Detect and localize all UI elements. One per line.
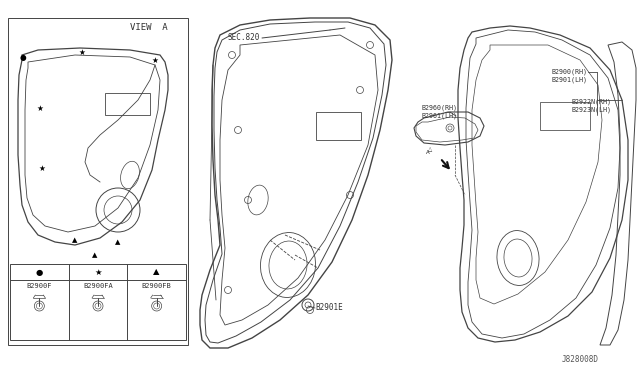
Text: ●: ● [20, 52, 26, 61]
Text: ▲: ▲ [115, 239, 121, 245]
Text: ★: ★ [38, 164, 45, 173]
Bar [316, 112, 361, 140]
Text: ★: ★ [36, 103, 44, 112]
Bar [10, 264, 186, 340]
Text: B2923N(LH): B2923N(LH) [572, 107, 612, 113]
Text: ●: ● [36, 267, 43, 276]
Text: ★: ★ [152, 55, 159, 64]
Text: B2900F: B2900F [27, 283, 52, 289]
Text: B2901E: B2901E [315, 304, 343, 312]
Text: B2960(RH): B2960(RH) [422, 105, 458, 111]
Text: ▲: ▲ [72, 237, 77, 243]
Text: ▲: ▲ [154, 267, 160, 276]
Text: VIEW  A: VIEW A [130, 22, 168, 32]
Bar [540, 102, 590, 130]
Text: ★: ★ [94, 267, 102, 276]
Text: B2900FA: B2900FA [83, 283, 113, 289]
Text: B2922N(RH): B2922N(RH) [572, 99, 612, 105]
Text: A: A [426, 150, 430, 154]
Text: B2900(RH): B2900(RH) [552, 69, 588, 75]
Text: B2900FB: B2900FB [142, 283, 172, 289]
Text: SEC.820: SEC.820 [228, 32, 260, 42]
Text: △: △ [428, 147, 432, 151]
Text: ▲: ▲ [92, 252, 98, 258]
Text: ★: ★ [79, 48, 85, 57]
Text: B2901(LH): B2901(LH) [552, 77, 588, 83]
Text: B2961(LH): B2961(LH) [422, 113, 458, 119]
Bar [105, 93, 150, 115]
Text: J828008D: J828008D [562, 356, 599, 365]
